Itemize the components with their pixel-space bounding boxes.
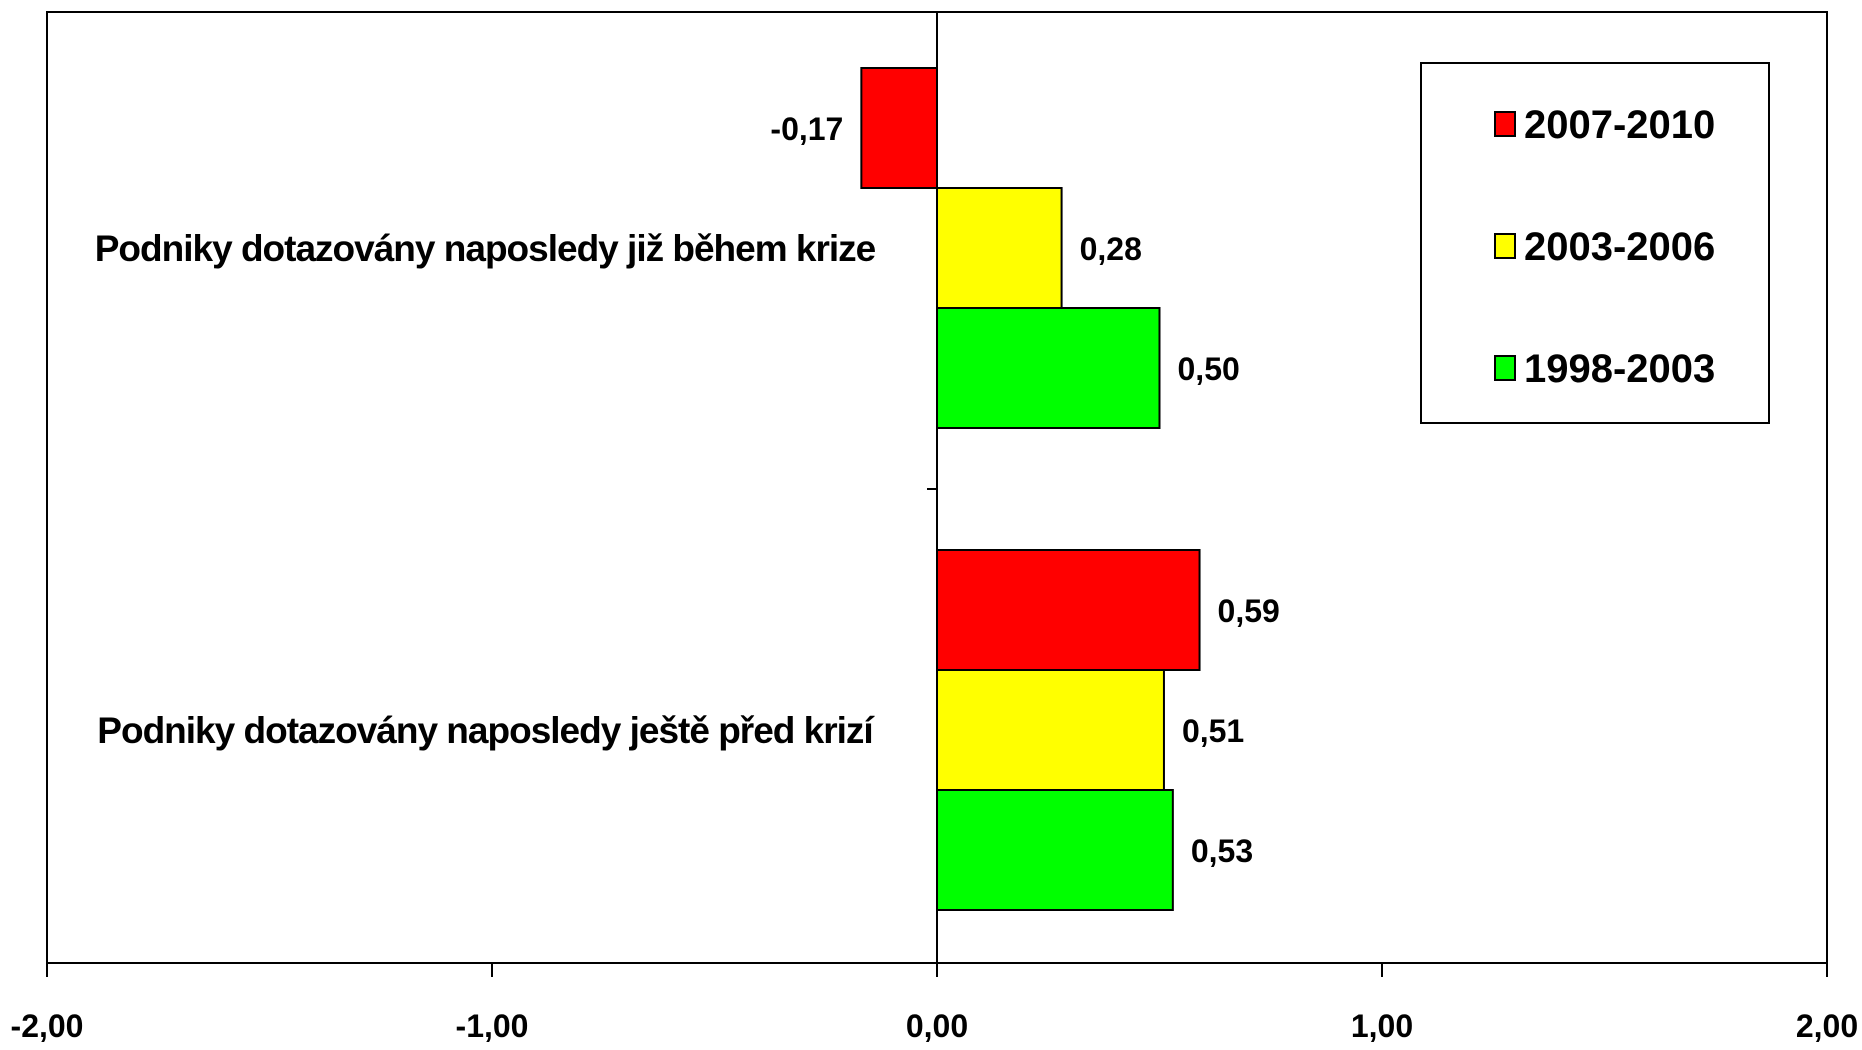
legend-label: 2007-2010 xyxy=(1524,103,1715,147)
legend-swatch-2003-2006 xyxy=(1494,233,1516,259)
x-tick-label: 2,00 xyxy=(1796,1008,1858,1044)
data-label: 0,28 xyxy=(1080,231,1142,267)
data-label: 0,51 xyxy=(1182,713,1244,749)
legend-swatch-1998-2003 xyxy=(1494,355,1516,381)
legend-label: 1998-2003 xyxy=(1524,347,1715,391)
data-label: -0,17 xyxy=(770,111,843,147)
x-tick-label: 1,00 xyxy=(1351,1008,1413,1044)
legend-box xyxy=(1420,62,1770,424)
data-label: 0,59 xyxy=(1218,593,1280,629)
bar-2003-2006-1 xyxy=(936,187,1063,309)
axis-layer: -2,00 -1,00 0,00 1,00 2,00 xyxy=(11,12,1858,1044)
legend-label: 2003-2006 xyxy=(1524,225,1715,269)
legend: 2007-2010 2003-2006 1998-2003 xyxy=(1420,62,1770,424)
bar-1998-2003-1 xyxy=(936,307,1161,429)
legend-swatch-2007-2010 xyxy=(1494,111,1516,137)
x-tick-label: -1,00 xyxy=(456,1008,529,1044)
category-label: Podniky dotazovány naposledy již během k… xyxy=(95,228,876,269)
data-label: 0,50 xyxy=(1178,351,1240,387)
x-tick-label: -2,00 xyxy=(11,1008,84,1044)
x-tick-label: 0,00 xyxy=(906,1008,968,1044)
bar-2007-2010-1 xyxy=(860,67,938,189)
bar-2007-2010-2 xyxy=(936,549,1201,671)
bars-layer xyxy=(860,67,1201,911)
bar-1998-2003-2 xyxy=(936,789,1174,911)
data-labels-layer: -0,17 0,28 0,50 Podniky dotazovány naposled… xyxy=(95,111,1280,869)
bar-2003-2006-2 xyxy=(936,669,1165,791)
data-label: 0,53 xyxy=(1191,833,1253,869)
category-label: Podniky dotazovány naposledy ještě před … xyxy=(97,710,875,751)
